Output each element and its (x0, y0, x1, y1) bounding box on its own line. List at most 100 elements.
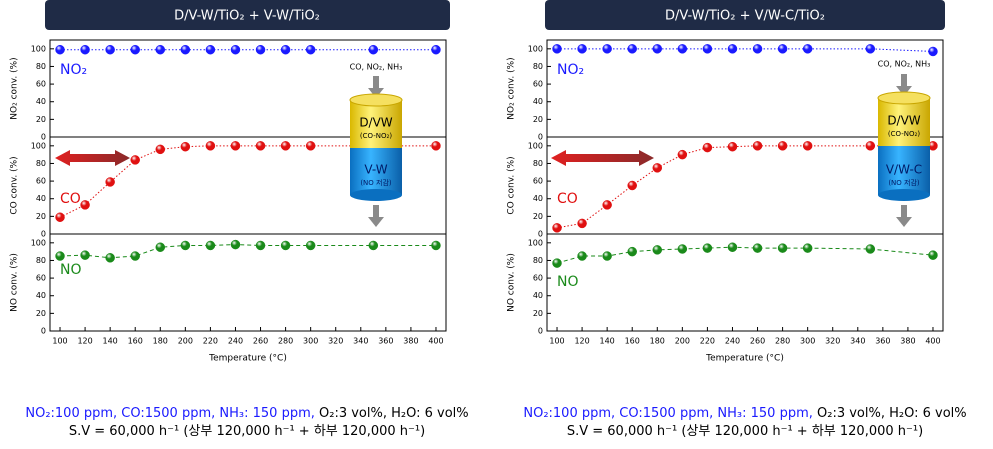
data-point (727, 44, 738, 54)
x-tick-label: 160 (625, 337, 640, 346)
data-point (180, 44, 191, 55)
data-point (702, 243, 713, 253)
range-arrow (55, 150, 130, 166)
x-tick-label: 340 (353, 337, 368, 346)
data-point (677, 149, 688, 160)
y-axis-label: CO conv. (%) (10, 156, 20, 214)
cylinder-upper (878, 98, 930, 146)
x-tick-label: 240 (725, 337, 740, 346)
x-tick-label: 180 (153, 337, 168, 346)
data-point (602, 44, 612, 54)
data-point (577, 251, 587, 261)
x-tick-label: 140 (103, 337, 118, 346)
data-point (777, 141, 788, 151)
data-point (702, 44, 713, 54)
data-point (305, 240, 316, 251)
data-point (552, 223, 562, 233)
caption-part: NO₂:100 ppm, CO:1500 ppm, NH₃: 150 ppm, (25, 406, 315, 421)
data-point (205, 141, 216, 151)
x-tick-label: 320 (328, 337, 343, 346)
data-point (802, 243, 813, 253)
x-tick-label: 220 (203, 337, 218, 346)
data-point (802, 44, 813, 54)
data-point (55, 44, 65, 55)
x-tick-label: 360 (875, 337, 890, 346)
data-point (155, 144, 166, 155)
caption-line: S.V = 60,000 h⁻¹ (상부 120,000 h⁻¹ + 하부 12… (69, 424, 425, 439)
cylinder-top (877, 91, 931, 105)
data-point (280, 141, 291, 151)
data-point (431, 44, 441, 55)
y-tick-label: 0 (41, 133, 46, 142)
y-tick-label: 40 (533, 291, 543, 300)
y-axis-label: NO₂ conv. (%) (10, 57, 20, 119)
arrow (368, 217, 384, 227)
y-tick-label: 80 (533, 62, 543, 71)
data-point (105, 177, 115, 187)
bed-note: (NO 저감) (360, 178, 392, 187)
data-point (80, 44, 90, 55)
x-tick-label: 240 (228, 337, 243, 346)
y-tick-label: 20 (36, 212, 46, 221)
data-point (627, 180, 637, 191)
y-tick-label: 0 (538, 327, 543, 336)
arrow (368, 88, 384, 98)
data-point (105, 44, 115, 55)
y-tick-label: 0 (538, 230, 543, 239)
data-point (727, 141, 738, 152)
x-tick-label: 160 (128, 337, 143, 346)
data-point (577, 218, 587, 229)
y-tick-label: 100 (31, 44, 46, 53)
data-point (752, 44, 763, 54)
panel-title: D/V-W/TiO₂ + V/W-C/TiO₂ (665, 9, 825, 24)
data-point (627, 246, 637, 257)
x-tick-label: 100 (549, 337, 564, 346)
y-axis-label: NO₂ conv. (%) (507, 57, 517, 119)
data-point (928, 250, 938, 260)
data-point (55, 212, 65, 222)
data-point (777, 243, 788, 253)
data-point (180, 141, 191, 152)
reactor-diagram: CO, NO₂, NH₃ D/VW (CO-NO₂) V/W-C (NO 저감) (877, 60, 931, 227)
bed-label: D/VW (359, 116, 392, 130)
x-tick-label: 280 (775, 337, 790, 346)
data-point (368, 44, 379, 55)
data-point (652, 245, 663, 255)
range-arrow (551, 150, 654, 166)
data-point (865, 141, 876, 151)
x-tick-label: 340 (850, 337, 865, 346)
y-tick-label: 20 (36, 115, 46, 124)
x-tick-label: 260 (750, 337, 765, 346)
series-label: NO (557, 274, 579, 290)
data-point (431, 240, 441, 251)
data-point (752, 141, 763, 151)
y-tick-label: 80 (36, 62, 46, 71)
x-axis-label: Temperature (°C) (208, 354, 287, 364)
data-point (230, 239, 241, 250)
y-tick-label: 20 (533, 309, 543, 318)
y-tick-label: 20 (533, 115, 543, 124)
cylinder-top (349, 93, 403, 107)
data-point (752, 243, 763, 253)
data-point (305, 141, 316, 151)
data-point (130, 251, 140, 261)
inlet-label: CO, NO₂, NH₃ (878, 60, 931, 69)
arrow (373, 205, 379, 217)
x-axis-label: Temperature (°C) (705, 354, 784, 364)
data-point (865, 44, 876, 54)
arrow (901, 205, 907, 217)
data-point (431, 141, 441, 151)
y-tick-label: 100 (528, 238, 543, 247)
x-tick-label: 100 (52, 337, 67, 346)
data-point (80, 200, 90, 210)
data-point (677, 44, 688, 54)
y-tick-label: 40 (36, 291, 46, 300)
y-tick-label: 100 (528, 141, 543, 150)
caption-part: S.V = 60,000 h⁻¹ (상부 120,000 h⁻¹ + 하부 12… (69, 424, 425, 439)
data-point (928, 46, 938, 57)
data-point (802, 141, 813, 151)
bed-note: (CO-NO₂) (360, 132, 392, 140)
y-tick-label: 40 (36, 194, 46, 203)
